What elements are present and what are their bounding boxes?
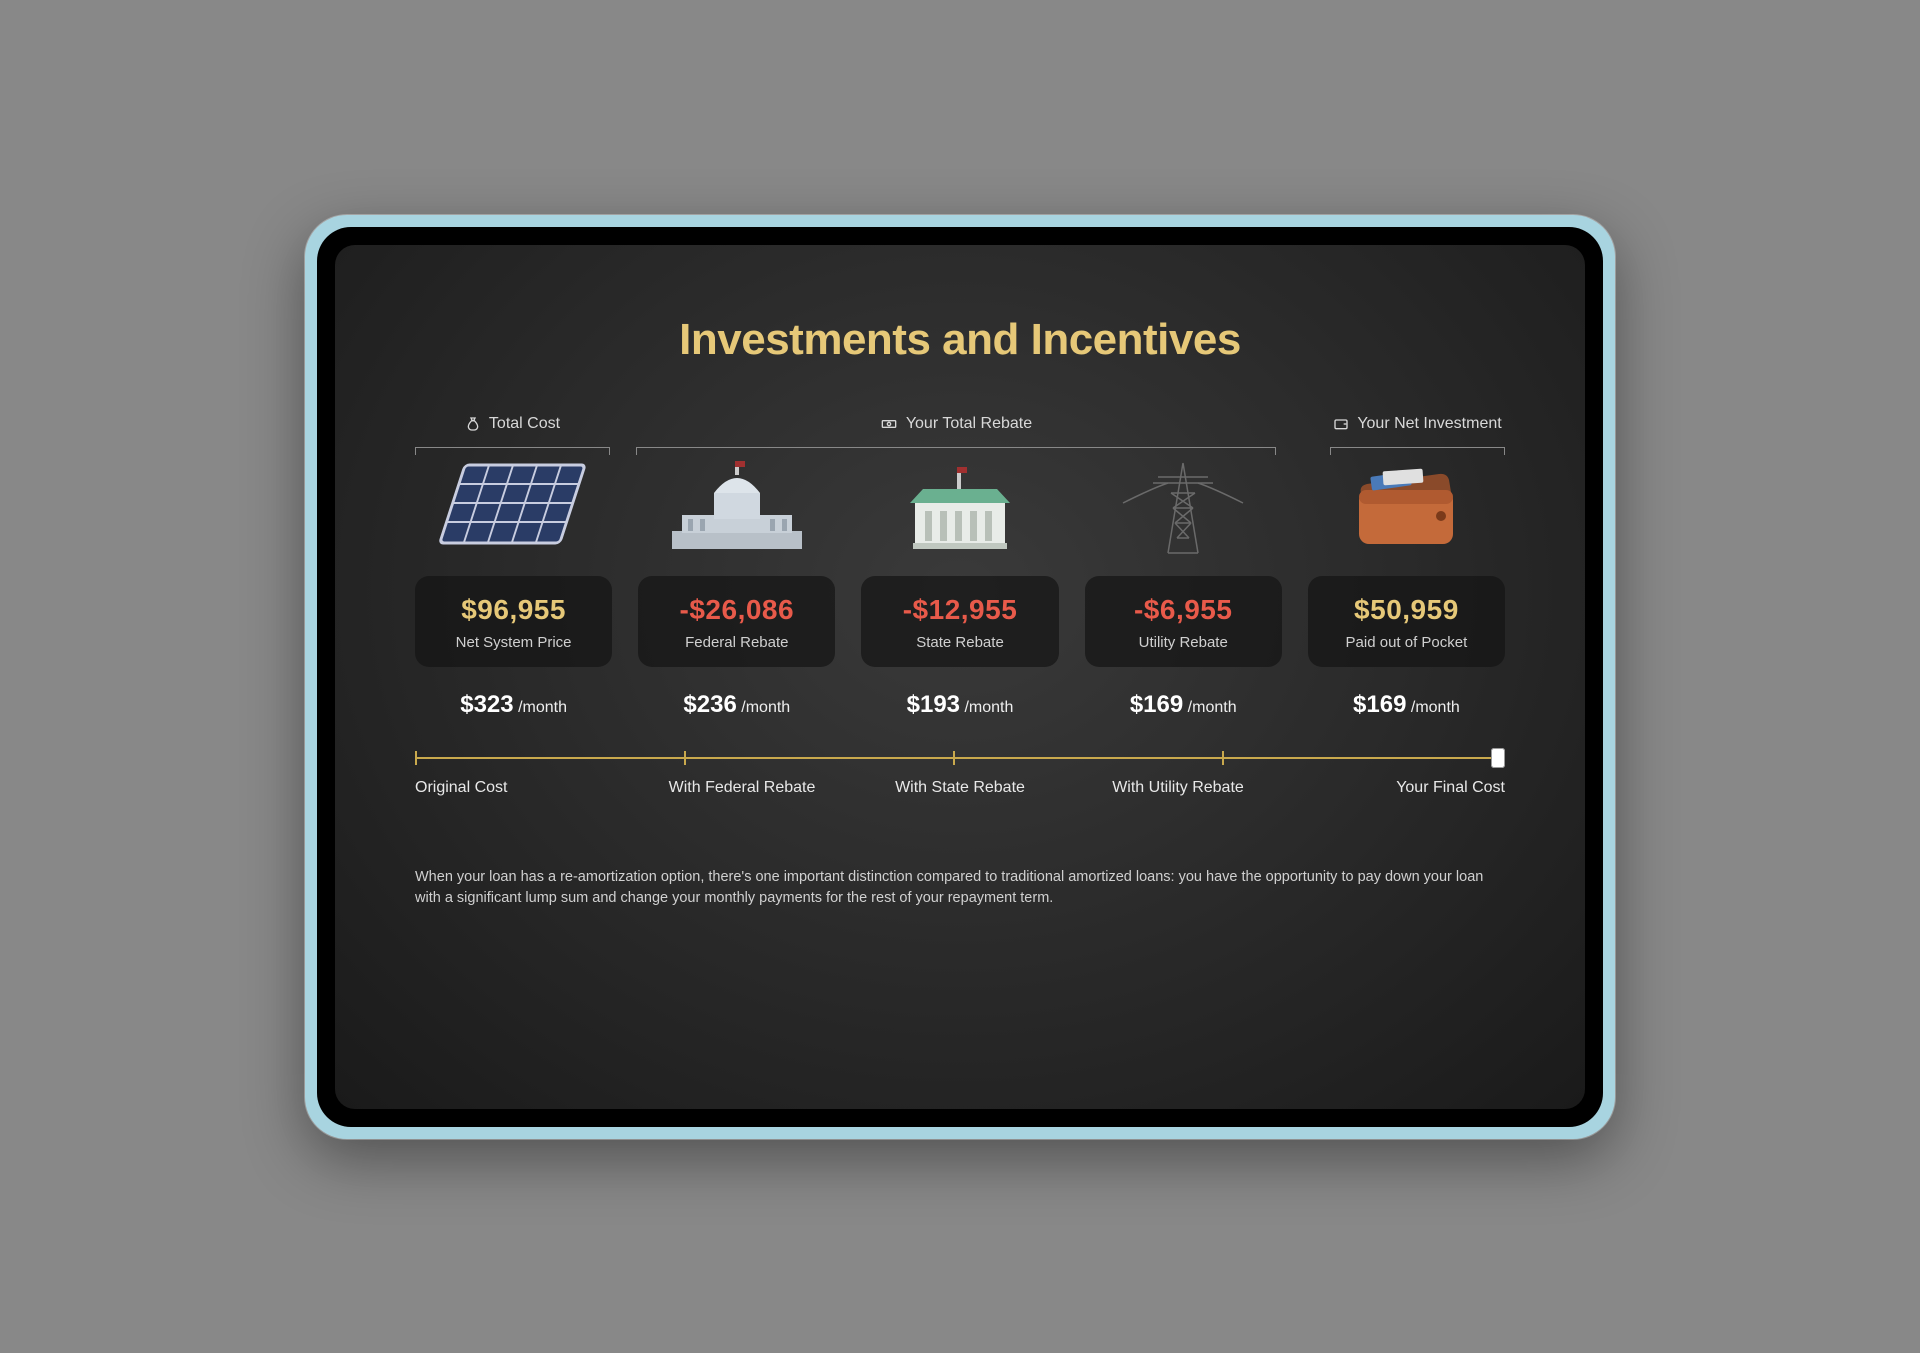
header-brackets <box>415 447 1505 448</box>
tl-label-3: With Utility Rebate <box>1069 779 1287 797</box>
tl-label-4: Your Final Cost <box>1287 779 1505 797</box>
sublabel-federal: Federal Rebate <box>648 634 825 651</box>
header-total-cost: Total Cost <box>415 415 610 439</box>
amount-state: -$12,955 <box>871 594 1048 626</box>
monthly-2-amount: $193 <box>907 691 960 718</box>
monthly-2-unit: /month <box>964 699 1013 716</box>
tick-2 <box>953 751 955 765</box>
col-net-system: $96,955 Net System Price $323 /month <box>415 448 612 719</box>
tl-label-2: With State Rebate <box>851 779 1069 797</box>
monthly-3: $169 /month <box>1130 691 1237 719</box>
bracket-2 <box>636 447 1276 448</box>
sublabel-utility: Utility Rebate <box>1095 634 1272 651</box>
sublabel-pocket: Paid out of Pocket <box>1318 634 1495 651</box>
monthly-0-amount: $323 <box>460 691 513 718</box>
cash-icon <box>880 416 898 432</box>
sublabel-state: State Rebate <box>871 634 1048 651</box>
col-state: -$12,955 State Rebate $193 /month <box>861 448 1058 719</box>
bracket-1 <box>415 447 610 448</box>
amount-pocket: $50,959 <box>1318 594 1495 626</box>
monthly-4: $169 /month <box>1353 691 1460 719</box>
sublabel-net-system: Net System Price <box>425 634 602 651</box>
timeline-marker[interactable] <box>1491 748 1505 768</box>
timeline-ticks <box>415 751 1505 768</box>
power-tower-icon <box>1113 448 1253 568</box>
monthly-4-unit: /month <box>1411 699 1460 716</box>
monthly-0: $323 /month <box>460 691 567 719</box>
tick-0 <box>415 751 417 765</box>
whitehouse-icon <box>885 448 1035 568</box>
monthly-3-amount: $169 <box>1130 691 1183 718</box>
header-total-cost-label: Total Cost <box>489 415 560 433</box>
footer-text: When your loan has a re-amortization opt… <box>415 867 1505 909</box>
timeline-labels: Original Cost With Federal Rebate With S… <box>415 779 1505 797</box>
card-state: -$12,955 State Rebate <box>861 576 1058 667</box>
wallet-small-icon <box>1333 416 1349 432</box>
page-title: Investments and Incentives <box>415 315 1505 365</box>
amount-utility: -$6,955 <box>1095 594 1272 626</box>
monthly-4-amount: $169 <box>1353 691 1406 718</box>
wallet-icon <box>1341 448 1471 568</box>
tablet-bezel: Investments and Incentives Total Cost Yo… <box>317 227 1603 1127</box>
monthly-2: $193 /month <box>907 691 1014 719</box>
monthly-0-unit: /month <box>518 699 567 716</box>
monthly-1-unit: /month <box>741 699 790 716</box>
tl-label-1: With Federal Rebate <box>633 779 851 797</box>
header-total-rebate-label: Your Total Rebate <box>906 415 1032 433</box>
monthly-1-amount: $236 <box>683 691 736 718</box>
card-federal: -$26,086 Federal Rebate <box>638 576 835 667</box>
amount-federal: -$26,086 <box>648 594 825 626</box>
monthly-1: $236 /month <box>683 691 790 719</box>
columns: $96,955 Net System Price $323 /month <box>415 448 1505 719</box>
header-net-investment: Your Net Investment <box>1330 415 1505 439</box>
capitol-icon <box>652 448 822 568</box>
col-pocket: $50,959 Paid out of Pocket $169 /month <box>1308 448 1505 719</box>
card-pocket: $50,959 Paid out of Pocket <box>1308 576 1505 667</box>
card-net-system: $96,955 Net System Price <box>415 576 612 667</box>
tick-3 <box>1222 751 1224 765</box>
tl-label-0: Original Cost <box>415 779 633 797</box>
section-headers: Total Cost Your Total Rebate Your Net In… <box>415 415 1505 439</box>
col-federal: -$26,086 Federal Rebate $236 /month <box>638 448 835 719</box>
amount-net-system: $96,955 <box>425 594 602 626</box>
solar-panel-icon <box>429 448 599 568</box>
col-utility: -$6,955 Utility Rebate $169 /month <box>1085 448 1282 719</box>
money-bag-icon <box>465 416 481 432</box>
tick-1 <box>684 751 686 765</box>
header-net-investment-label: Your Net Investment <box>1357 415 1501 433</box>
card-utility: -$6,955 Utility Rebate <box>1085 576 1282 667</box>
monthly-3-unit: /month <box>1188 699 1237 716</box>
tablet-frame: Investments and Incentives Total Cost Yo… <box>305 215 1615 1139</box>
screen: Investments and Incentives Total Cost Yo… <box>335 245 1585 1109</box>
header-total-rebate: Your Total Rebate <box>636 415 1276 439</box>
bracket-3 <box>1330 447 1505 448</box>
timeline: Original Cost With Federal Rebate With S… <box>415 757 1505 797</box>
